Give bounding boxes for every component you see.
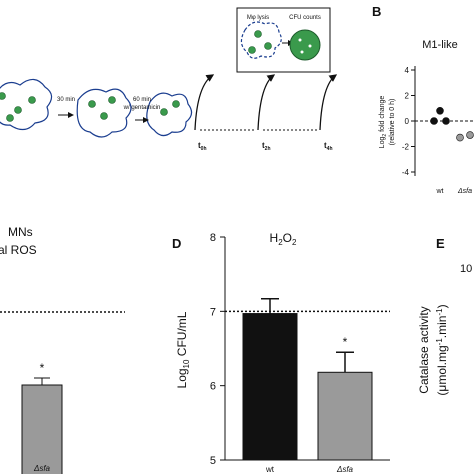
lysis-label: Mφ lysis [247, 15, 269, 21]
colonies [298, 38, 312, 54]
data-point [430, 117, 438, 125]
y-label: Catalase activity [417, 306, 431, 393]
time-label: t2h [262, 141, 271, 152]
panel-title: H2O2 [270, 231, 297, 247]
x-tick-label: Δsfa [33, 464, 51, 473]
significance: * [40, 361, 45, 375]
x-tick-label: Δsfa [457, 188, 472, 195]
data-point [436, 107, 444, 115]
x-tick-label: Δsfa [336, 465, 354, 474]
y-label: Log10 CFU/mL [175, 311, 191, 388]
y-tick-label: 8 [210, 232, 216, 244]
bar [317, 371, 373, 461]
step-label: 60 min [133, 97, 151, 103]
y-label: (relative to 0 h) [389, 99, 396, 146]
panel-label: D [172, 236, 181, 251]
panel-title: MNs [8, 225, 33, 239]
y-tick-label: 6 [210, 381, 216, 393]
y-label: (μmol.mg-1.min-1) [435, 304, 449, 395]
time-label: t4h [324, 141, 333, 152]
timeline [194, 74, 338, 131]
bacteria [0, 30, 272, 122]
data-point [466, 131, 474, 139]
y-tick-label: 5 [210, 455, 216, 467]
significance: * [343, 335, 348, 349]
panel-label: E [436, 236, 445, 251]
lysis-box [236, 7, 331, 73]
data-point [442, 117, 450, 125]
bar [242, 313, 298, 461]
panel-d: 8 7 6 5 wt Δsfa * [210, 232, 390, 474]
panel-b: 4 2 0 -2 -4 wt Δsfa [402, 66, 474, 195]
step-label: 30 min [57, 97, 75, 103]
step-label: w/ gentamicin [123, 105, 161, 111]
x-tick-label: wt [265, 465, 275, 474]
cfu-label: CFU counts [289, 15, 321, 21]
y-tick-label: 2 [405, 92, 410, 101]
y-tick-label: -2 [402, 143, 410, 152]
time-label: t0h [198, 141, 207, 152]
y-tick-label: 10 [460, 263, 472, 275]
y-tick-label: 7 [210, 306, 216, 318]
panel-label: B [372, 4, 381, 19]
y-tick-label: -4 [402, 168, 410, 177]
bar [21, 384, 63, 474]
plate [289, 29, 321, 61]
y-label: Log2 fold change [379, 96, 388, 149]
panel-title: al ROS [0, 243, 37, 257]
x-tick-label: wt [436, 188, 444, 195]
panel-title: M1-like [422, 39, 457, 51]
data-point [456, 133, 464, 142]
y-tick-label: 4 [405, 66, 410, 75]
y-tick-label: 0 [405, 117, 410, 126]
